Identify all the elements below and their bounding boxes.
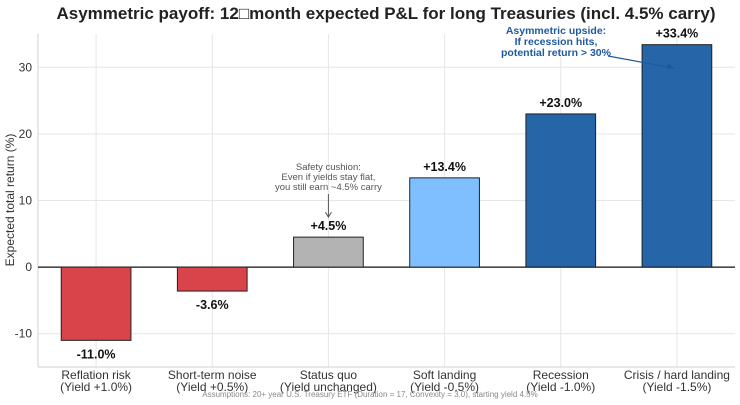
annotations: Safety cushion:Even if yields stay flat,… [275,25,676,219]
x-tick-label: Soft landing [413,368,476,382]
x-tick-label: Short-term noise [168,368,257,382]
y-tick-label: 10 [19,194,33,208]
data-label: +4.5% [311,219,347,233]
footnote: Assumptions: 20+ year U.S. Treasury ETF … [202,390,537,399]
data-label: +23.0% [539,96,582,110]
data-label: +13.4% [423,160,466,174]
annotation-text: Asymmetric upside: [506,25,606,37]
x-tick-label: Recession [533,368,589,382]
x-tick-label: Crisis / hard landing [624,368,730,382]
arrow-head [324,211,332,219]
annotation-text: If recession hits, [515,36,598,48]
annotation-text: potential return > 30% [501,47,612,59]
data-label: -3.6% [196,298,229,312]
y-tick-label: 0 [25,260,32,274]
y-axis-label: Expected total return (%) [3,134,17,267]
value-labels: -11.0% -3.6% +4.5% +13.4% +23.0% +33.4% [77,27,699,362]
annotation-text: you still earn ~4.5% carry [275,182,382,193]
annotation-arrow [607,55,676,69]
bar [60,266,132,341]
x-tick-label: (Yield unchanged) [280,380,377,394]
bar [293,236,364,268]
x-tick-label: Reflation risk [61,368,131,382]
gridlines [38,34,735,367]
x-tick-label: Status quo [300,368,358,382]
x-tick-label: (Yield +1.0%) [60,380,132,394]
x-tick-label: (Yield -1.5%) [642,380,711,394]
bar [409,177,480,268]
x-tick-label: (Yield -1.0%) [526,380,595,394]
x-tick-label: (Yield -0.5%) [410,380,479,394]
arrow-head [666,63,675,70]
annotation-text: Safety cushion: [296,162,361,173]
annotation-text: Even if yields stay flat, [281,172,375,183]
bars [60,44,713,341]
bar [525,113,597,268]
bar [641,44,713,268]
bar [176,266,248,292]
chart-title: Asymmetric payoff: 12□month expected P&L… [57,4,716,23]
data-label: +33.4% [656,27,699,41]
axes: -10 0 10 20 30 Reflation risk(Yield +1.0%) Sho… [15,34,735,394]
data-label: -11.0% [77,347,116,361]
y-tick-label: 30 [19,60,33,74]
x-tick-label: (Yield +0.5%) [176,380,248,394]
y-tick-label: -10 [15,327,33,341]
y-tick-label: 20 [19,127,33,141]
